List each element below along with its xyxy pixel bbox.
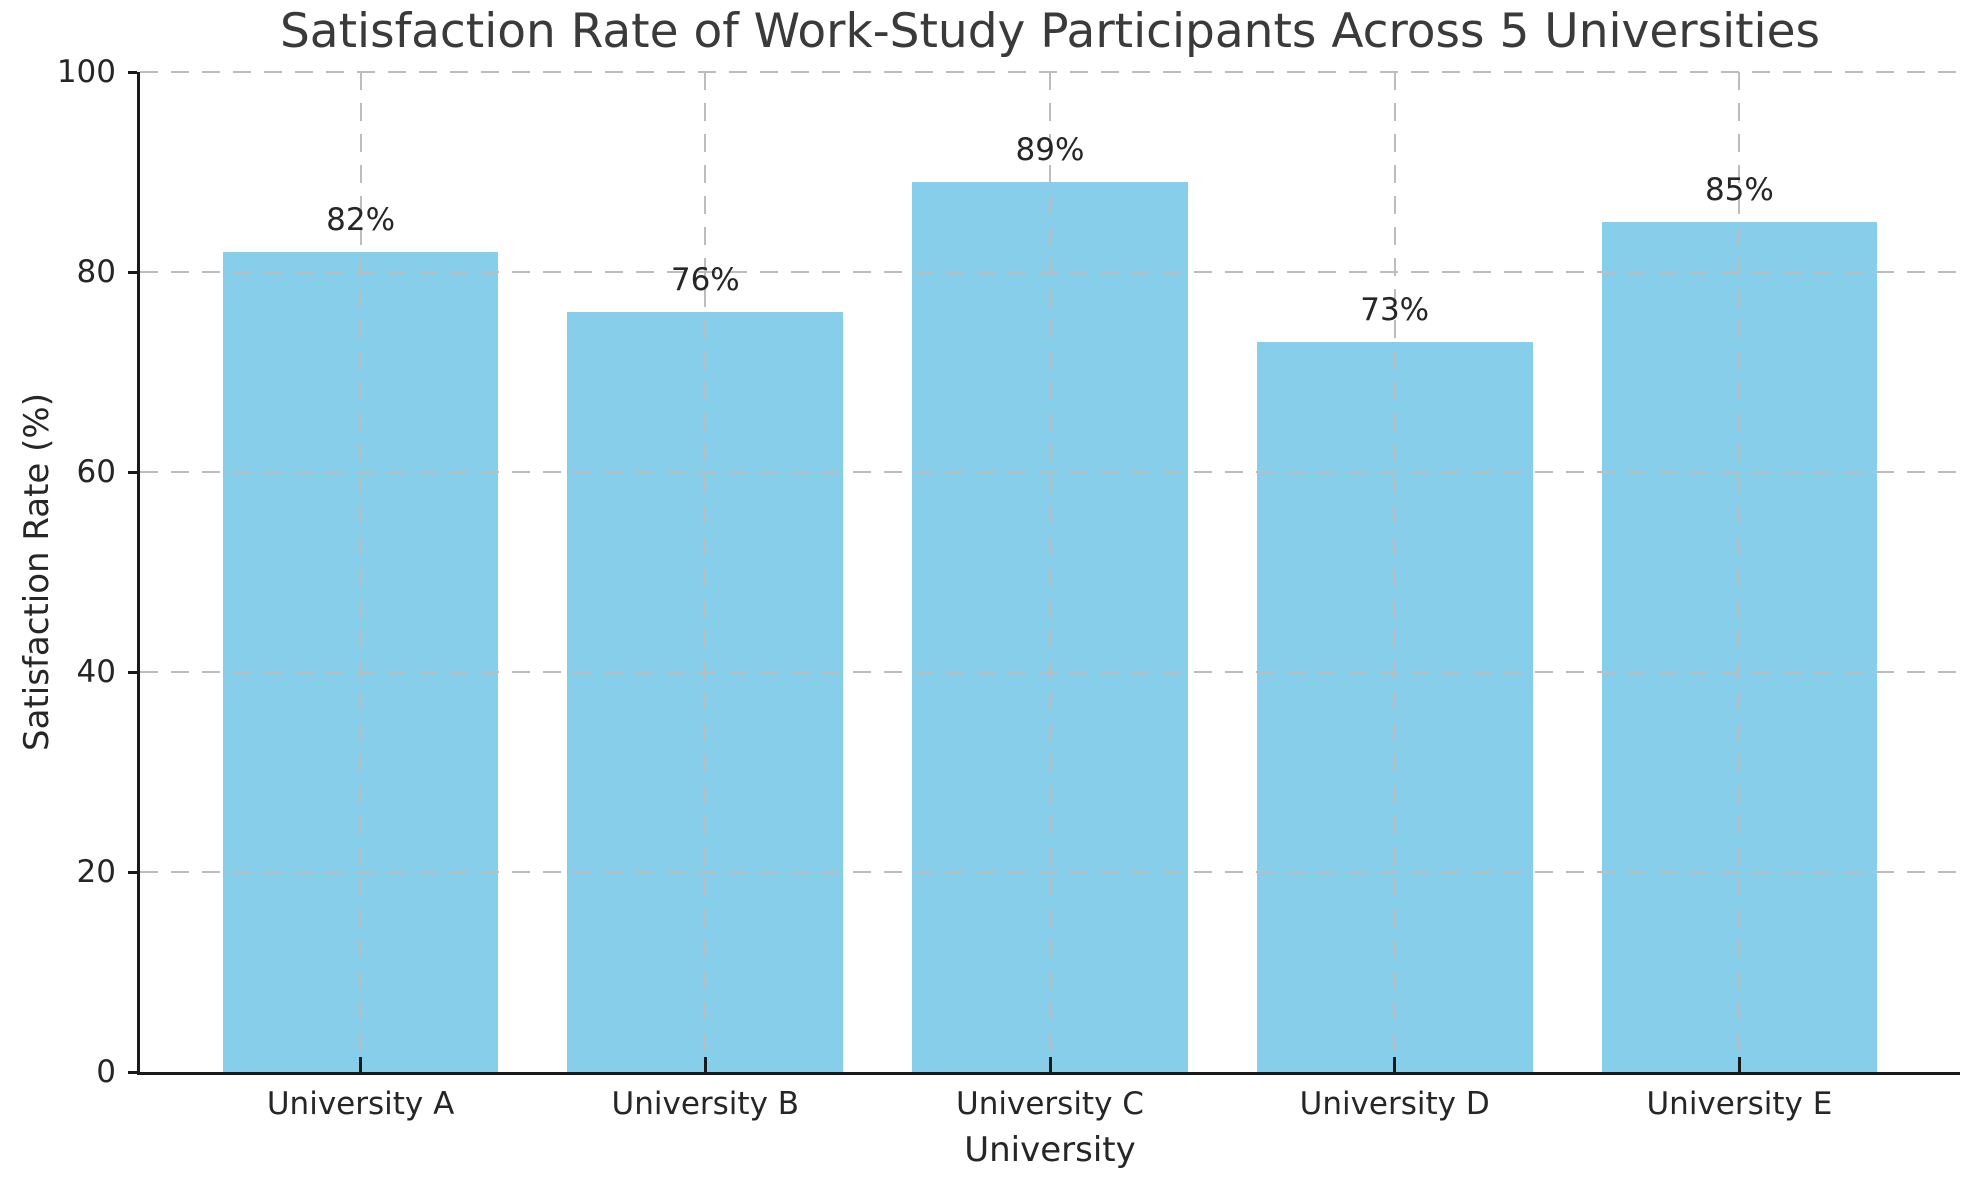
bar-value-label: 73%	[1360, 292, 1430, 328]
y-tick	[128, 670, 137, 674]
y-axis-spine	[137, 72, 140, 1075]
v-gridline	[1738, 72, 1741, 1072]
y-tick	[128, 270, 137, 274]
v-gridline	[1049, 72, 1051, 1072]
x-tick	[1393, 1057, 1397, 1072]
y-tick	[128, 1070, 137, 1074]
y-tick	[128, 870, 137, 874]
y-tick-label: 60	[76, 454, 116, 490]
bar-value-label: 85%	[1704, 172, 1774, 208]
x-tick	[703, 1057, 707, 1072]
plot-area: University 0 20 40 60 80 100 University A 82% Un…	[57, 54, 1960, 1170]
y-tick	[128, 470, 137, 474]
y-tick-label: 40	[76, 654, 116, 690]
x-tick-label: University B	[611, 1086, 800, 1122]
x-tick	[1048, 1057, 1052, 1072]
y-tick-label: 80	[76, 254, 116, 290]
bar-value-label: 89%	[1015, 132, 1085, 168]
y-tick-label: 100	[56, 54, 116, 90]
v-gridline	[1393, 72, 1396, 1072]
y-tick-label: 20	[76, 854, 116, 890]
v-gridline	[704, 72, 707, 1072]
x-tick-label: University E	[1646, 1086, 1833, 1122]
v-gridline	[359, 72, 362, 1072]
x-tick-label: University C	[956, 1086, 1144, 1122]
x-axis-spine	[137, 1072, 1960, 1075]
y-tick	[128, 70, 137, 74]
chart-title: Satisfaction Rate of Work-Study Particip…	[279, 4, 1821, 59]
x-tick	[359, 1057, 363, 1072]
x-tick	[1737, 1057, 1741, 1072]
y-axis-label: Satisfaction Rate (%)	[17, 393, 57, 751]
bar-value-label: 82%	[326, 202, 396, 238]
y-tick-label: 0	[96, 1054, 116, 1090]
x-tick-label: University A	[266, 1086, 455, 1122]
bar-value-label: 76%	[670, 262, 740, 298]
x-axis-label: University	[964, 1130, 1136, 1170]
x-tick-label: University D	[1299, 1086, 1490, 1122]
